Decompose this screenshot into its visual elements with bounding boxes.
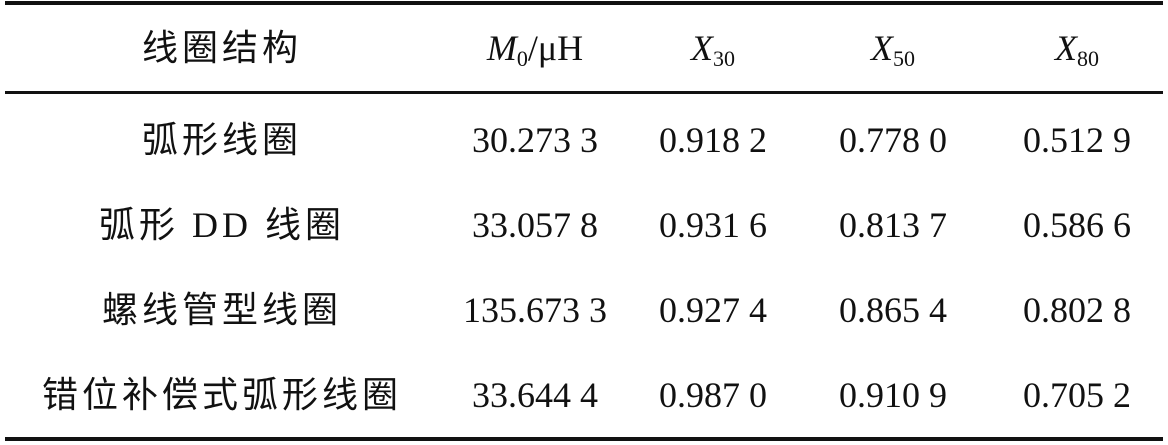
cell-value: 0.927 4 <box>659 290 767 330</box>
cell-value: 0.918 2 <box>659 120 767 160</box>
cell-value: 0.910 9 <box>839 375 947 415</box>
cell-value: 0.865 4 <box>839 290 947 330</box>
bottom-rule <box>5 437 1163 441</box>
symbol: X <box>1055 28 1077 68</box>
subscript: 30 <box>713 46 735 71</box>
symbol: X <box>871 28 893 68</box>
row-label: 错位补偿式弧形线圈 <box>41 375 403 415</box>
cell-value: 0.987 0 <box>659 375 767 415</box>
header-cell: 线圈结构 <box>141 28 303 68</box>
cell-value: 33.057 8 <box>472 205 598 245</box>
row-label: 弧形线圈 <box>141 120 303 160</box>
cell-value: 0.931 6 <box>659 205 767 245</box>
subscript: 0 <box>516 46 528 71</box>
subscript: 80 <box>1077 46 1099 71</box>
header-cell: X80 <box>1055 28 1099 70</box>
header-cell: M0/μH <box>486 28 584 70</box>
symbol: M <box>486 28 517 68</box>
cell-value: 0.813 7 <box>839 205 947 245</box>
header-rule <box>5 91 1163 94</box>
cell-value: 0.778 0 <box>839 120 947 160</box>
cell-value: 0.705 2 <box>1023 375 1131 415</box>
symbol: X <box>691 28 713 68</box>
header-cell: X30 <box>691 28 735 70</box>
row-label: 弧形 DD 线圈 <box>99 205 345 245</box>
top-rule <box>5 1 1163 5</box>
unit: /μH <box>527 28 584 68</box>
header-cell: X50 <box>871 28 915 70</box>
row-label: 螺线管型线圈 <box>101 290 343 330</box>
cell-value: 0.512 9 <box>1023 120 1131 160</box>
cell-value: 33.644 4 <box>472 375 598 415</box>
cell-value: 0.586 6 <box>1023 205 1131 245</box>
cell-value: 30.273 3 <box>472 120 598 160</box>
cell-value: 0.802 8 <box>1023 290 1131 330</box>
subscript: 50 <box>893 46 915 71</box>
cell-value: 135.673 3 <box>463 290 607 330</box>
